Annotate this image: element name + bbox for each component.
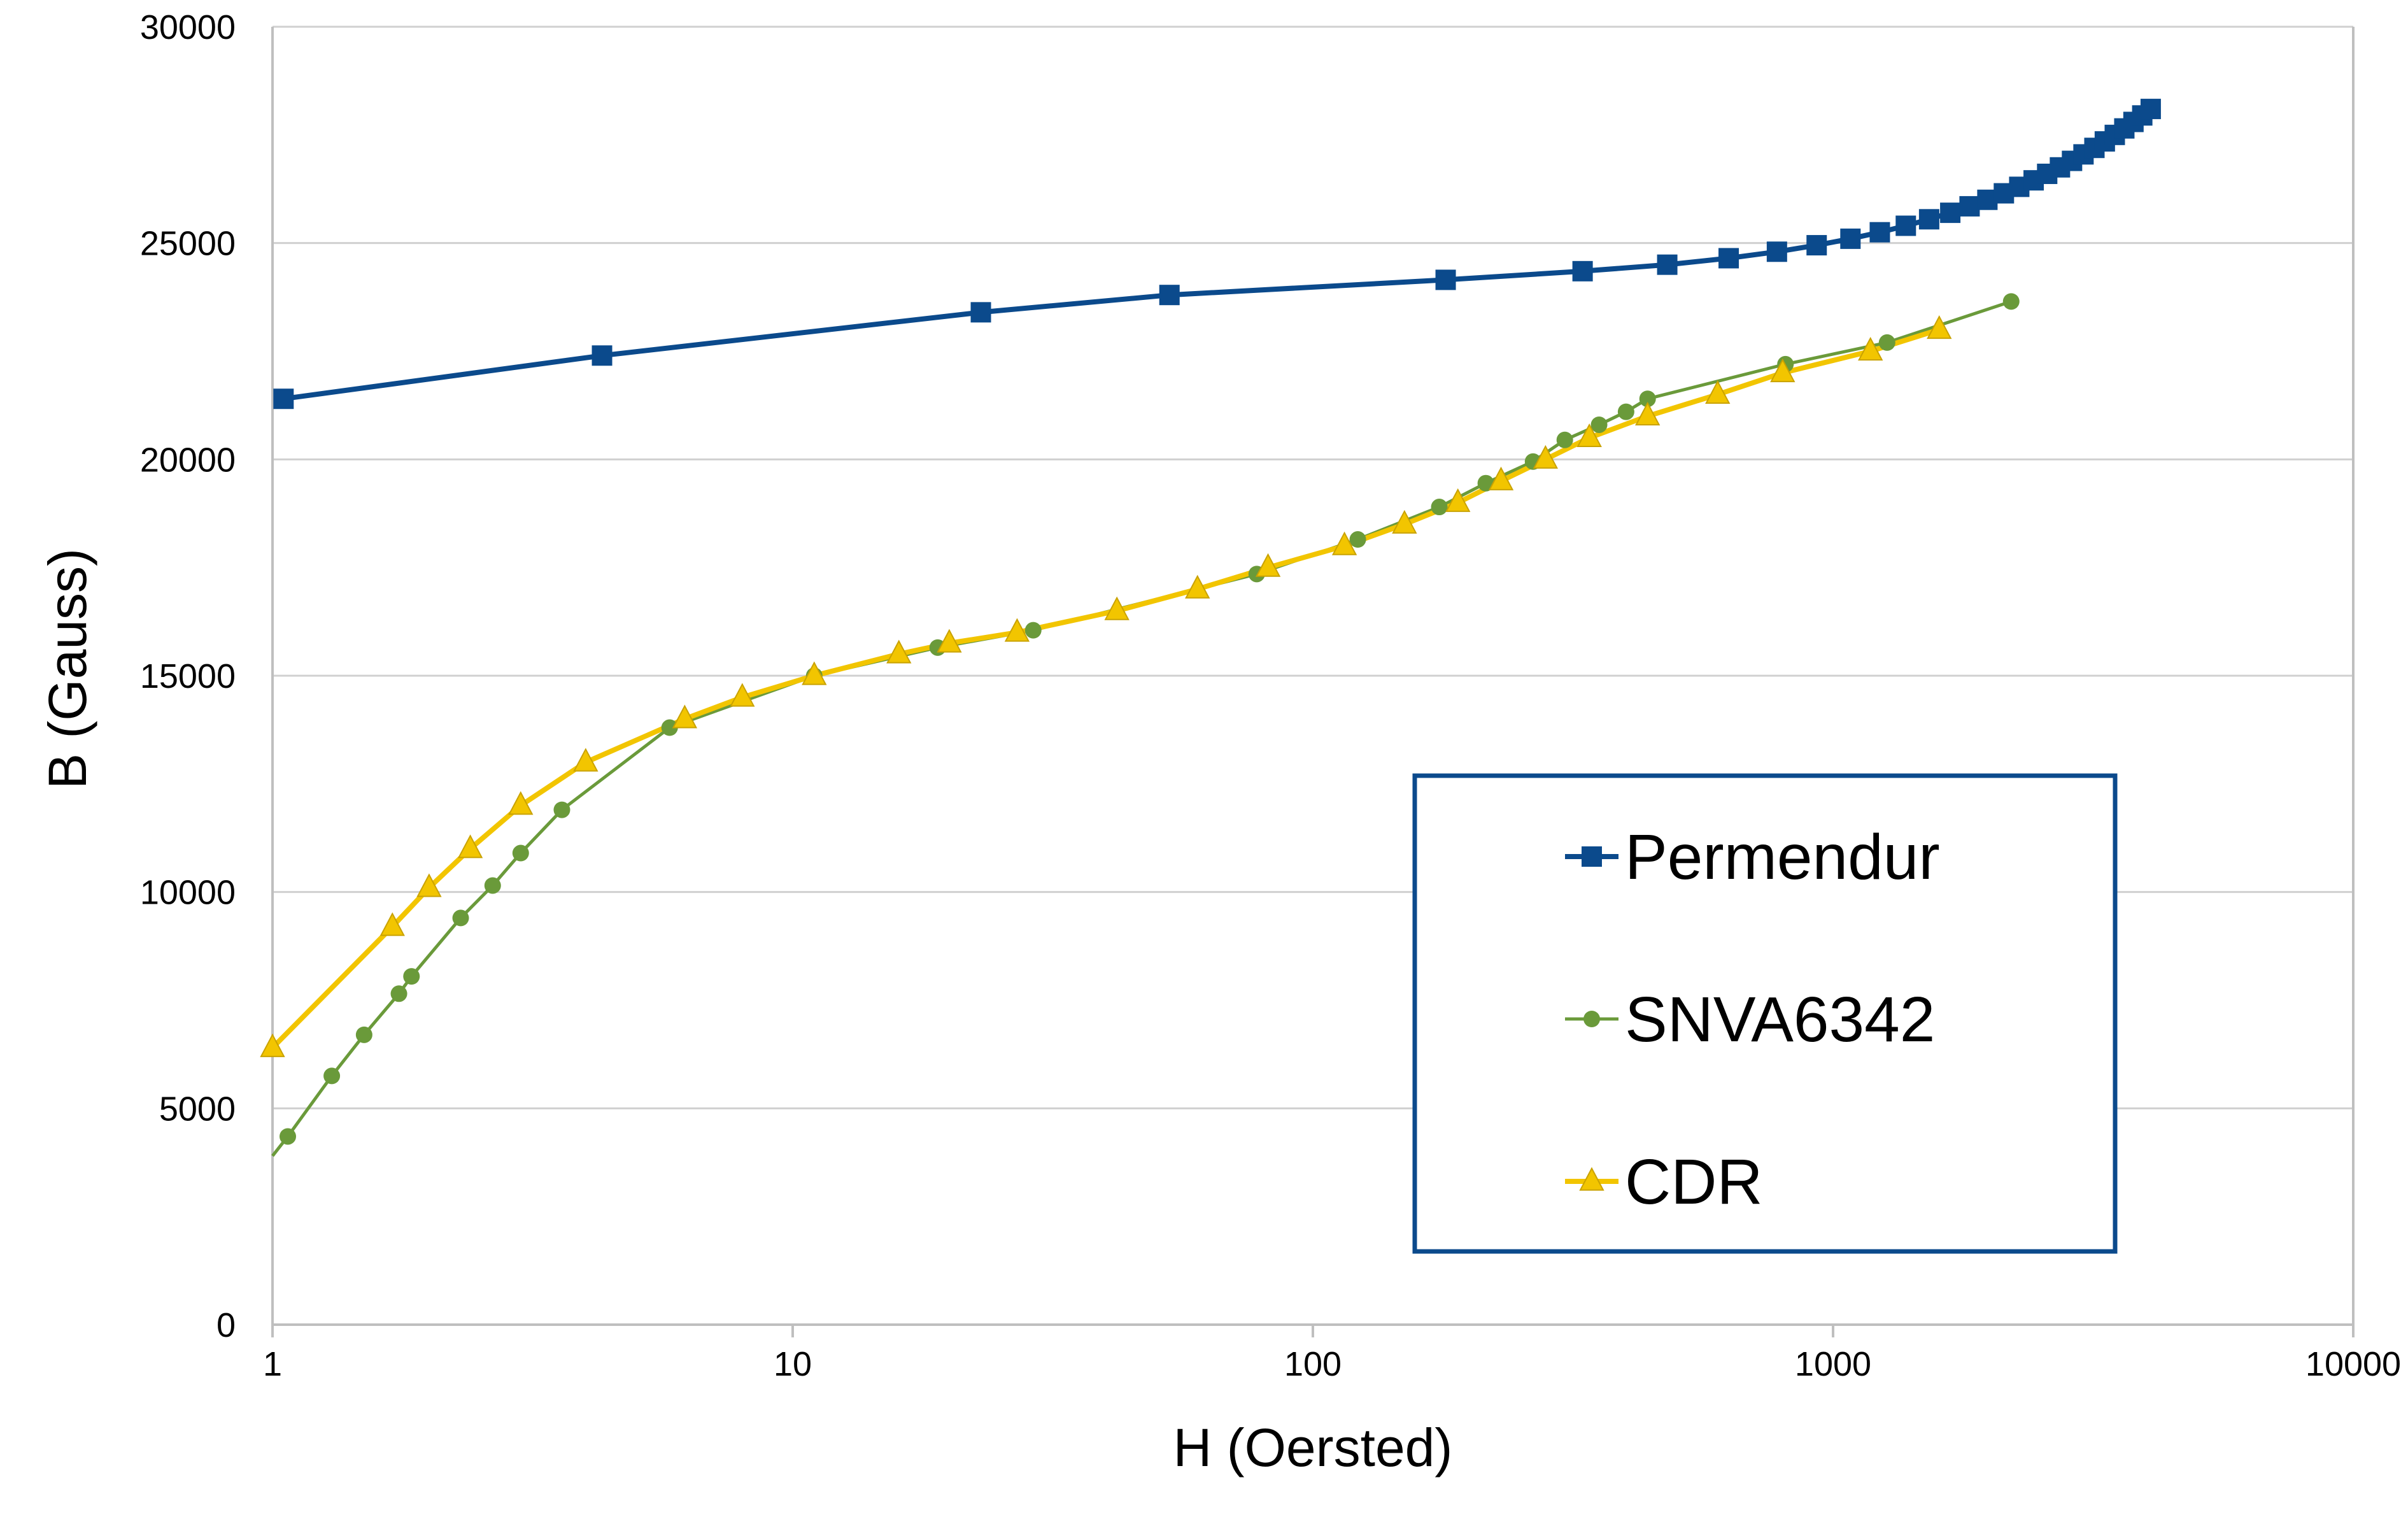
y-tick-label: 30000 (140, 8, 236, 46)
snva6342-point (1477, 474, 1494, 492)
snva6342-point (512, 844, 529, 862)
x-axis-title: H (Oersted) (1173, 1418, 1453, 1478)
snva6342-point (2002, 293, 2020, 310)
snva6342-point (1349, 531, 1366, 548)
snva6342-point (1617, 403, 1634, 420)
y-tick-label: 10000 (140, 874, 236, 912)
x-tick-label: 1 (263, 1345, 282, 1383)
y-axis-title: B (Gauss) (38, 548, 97, 789)
cdr-point (1392, 509, 1417, 534)
cdr-point (1858, 336, 1883, 361)
permendur-point (1869, 222, 1890, 243)
snva6342-point (1431, 499, 1448, 516)
cdr-point (1445, 488, 1471, 512)
cdr-point (508, 791, 534, 815)
cdr-point (1488, 466, 1514, 490)
legend-permendur-point (1582, 846, 1602, 867)
permendur-point (1959, 196, 1980, 217)
permendur-point (1657, 254, 1678, 275)
cdr-point (1770, 358, 1795, 383)
y-tick-labels: 0 5000 10000 15000 20000 25000 30000 (140, 8, 236, 1344)
cdr-point (802, 661, 827, 685)
cdr-point (1927, 315, 1952, 339)
snva6342-point (661, 719, 678, 736)
permendur-point (1435, 269, 1456, 290)
cdr-point (1635, 401, 1661, 425)
snva6342-point (1878, 334, 1895, 351)
legend-items: Permendur SNVA6342 CDR (1565, 822, 1940, 1218)
cdr-point (457, 834, 483, 858)
permendur-point (1159, 285, 1180, 306)
permendur-point (1840, 228, 1861, 249)
snva6342-point (1024, 622, 1042, 639)
snva6342-point (553, 801, 570, 818)
legend-item-snva6342: SNVA6342 (1565, 984, 1935, 1055)
snva6342-point (280, 1128, 297, 1145)
cdr-point (730, 683, 755, 707)
snva6342-point (484, 877, 501, 894)
snva6342-point (452, 909, 469, 927)
cdr-point (573, 748, 598, 772)
permendur-point (1940, 203, 1961, 224)
permendur-point (2140, 99, 2161, 120)
legend-item-cdr: CDR (1565, 1146, 1763, 1218)
cdr-point (1255, 553, 1281, 577)
cdr-point (1104, 596, 1130, 620)
cdr-point (1004, 618, 1030, 642)
cdr-point (1705, 380, 1731, 404)
cdr-point (379, 912, 405, 936)
y-tick-label: 20000 (140, 441, 236, 479)
cdr-point (937, 629, 962, 653)
cdr-point (886, 639, 912, 664)
series-markers (260, 99, 2161, 1145)
permendur-point (273, 388, 294, 409)
x-tick-label: 10000 (2305, 1345, 2401, 1383)
legend-item-permendur: Permendur (1565, 822, 1940, 893)
permendur-point (1766, 241, 1787, 262)
permendur-point (1718, 248, 1739, 269)
cdr-point (416, 873, 442, 897)
permendur-point (591, 345, 613, 366)
cdr-point (1185, 574, 1210, 599)
snva6342-point (323, 1067, 341, 1085)
y-tick-label: 25000 (140, 225, 236, 263)
legend-box (1412, 773, 2118, 1254)
y-tick-label: 5000 (159, 1090, 236, 1128)
snva6342-point (1639, 390, 1656, 408)
x-tick-labels: 1 10 100 1000 10000 (263, 1345, 2401, 1383)
y-tick-label: 0 (216, 1306, 236, 1344)
cdr-point (1576, 423, 1602, 447)
legend-label-permendur: Permendur (1625, 822, 1940, 893)
legend-label-cdr: CDR (1625, 1146, 1763, 1218)
snva6342-point (403, 968, 420, 985)
cdr-point (1331, 531, 1357, 555)
axes (271, 27, 2355, 1337)
x-tick-label: 10 (774, 1345, 812, 1383)
legend-cdr-point (1579, 1167, 1604, 1191)
snva6342-point (1556, 431, 1573, 448)
cdr-point (260, 1033, 285, 1057)
cdr-line (271, 327, 1941, 1050)
permendur-point (970, 302, 991, 323)
legend-label-snva6342: SNVA6342 (1625, 984, 1935, 1055)
snva6342-point (1590, 416, 1608, 433)
x-tick-label: 100 (1284, 1345, 1342, 1383)
y-tick-label: 15000 (140, 657, 236, 695)
x-tick-label: 1000 (1795, 1345, 1871, 1383)
cdr-point (672, 704, 698, 729)
permendur-point (1895, 215, 1916, 236)
permendur-point (1918, 209, 1939, 230)
snva6342-point (390, 985, 407, 1002)
permendur-point (1806, 235, 1827, 256)
cdr-point (1533, 445, 1558, 469)
snva6342-point (355, 1026, 372, 1043)
legend: Permendur SNVA6342 CDR (1412, 773, 2118, 1254)
legend-snva6342-point (1583, 1011, 1600, 1027)
permendur-point (1572, 260, 1593, 281)
